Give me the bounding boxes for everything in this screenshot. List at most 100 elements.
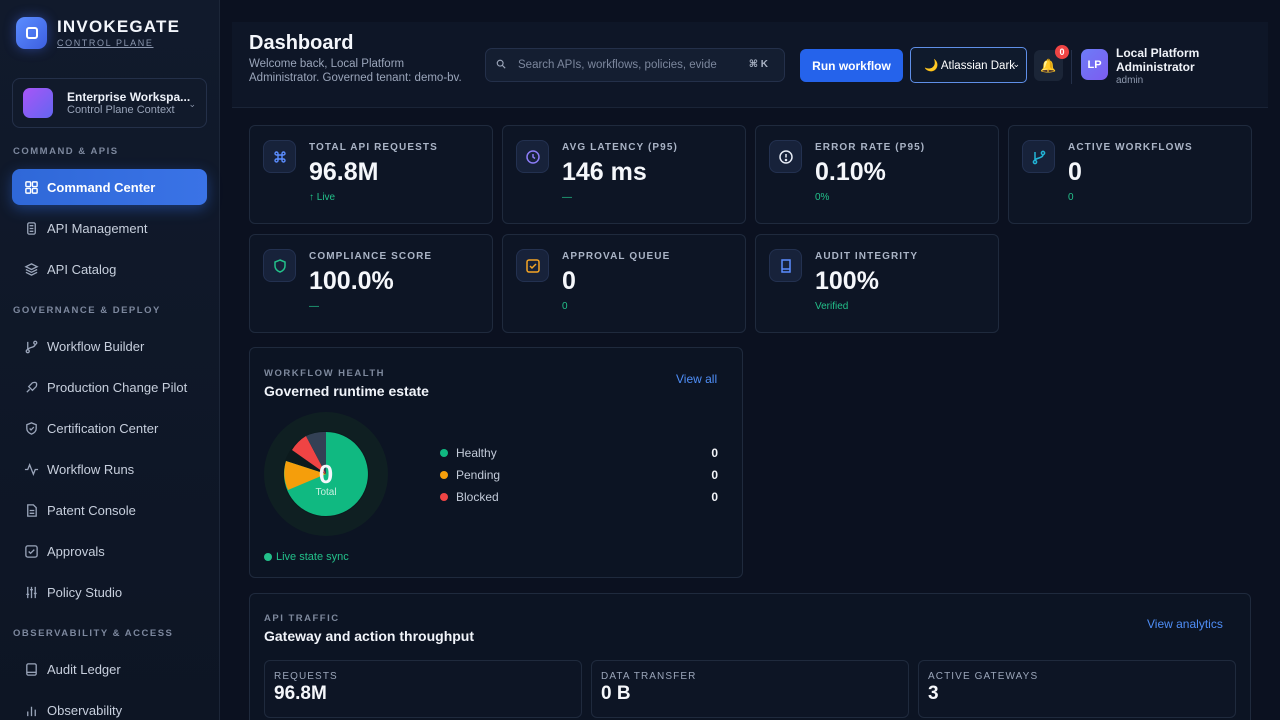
stat-card-compliance-score: COMPLIANCE SCORE 100.0% — (249, 234, 493, 333)
stat-sub: 0 (1068, 192, 1074, 203)
stat-label: TOTAL API REQUESTS (309, 142, 438, 153)
stat-label: ACTIVE WORKFLOWS (1068, 142, 1193, 153)
workflow-health-donut: 0 Total (264, 412, 388, 536)
sidebar-item-workflow-builder[interactable]: Workflow Builder (12, 328, 207, 364)
metric-card-requests: REQUESTS 96.8M (264, 660, 582, 718)
brand[interactable]: INVOKEGATE CONTROL PLANE (16, 17, 180, 49)
donut-slice-pending (284, 461, 326, 490)
book-icon (769, 249, 802, 282)
sidebar-item-certification-center[interactable]: Certification Center (12, 410, 207, 446)
stat-label: APPROVAL QUEUE (562, 251, 671, 262)
stat-card-total-api-requests: TOTAL API REQUESTS 96.8M ↑ Live (249, 125, 493, 224)
sidebar-item-label: Patent Console (47, 502, 136, 518)
donut-center-value: 0 (319, 459, 333, 489)
theme-select[interactable]: 🌙 Atlassian Dark ⌄ (910, 47, 1027, 83)
stat-value: 0 (1068, 158, 1082, 186)
sidebar-item-api-catalog[interactable]: API Catalog (12, 251, 207, 287)
command-icon (263, 140, 296, 173)
stat-card-avg-latency: AVG LATENCY (P95) 146 ms — (502, 125, 746, 224)
page-title: Dashboard (249, 32, 354, 54)
status-dot (264, 553, 272, 561)
donut-slice-blocked (292, 436, 326, 474)
legend-dot (440, 493, 448, 501)
sidebar-item-audit-ledger[interactable]: Audit Ledger (12, 651, 207, 687)
stat-value: 0.10% (815, 158, 886, 186)
metric-label: REQUESTS (274, 671, 338, 682)
sidebar-item-label: Approvals (47, 543, 105, 559)
welcome-text: Welcome back, Local Platform Administrat… (249, 58, 462, 84)
panel-eyebrow: WORKFLOW HEALTH (264, 368, 385, 379)
stat-value: 100% (815, 267, 879, 295)
api-icon (23, 220, 39, 236)
shield-icon (23, 420, 39, 436)
legend-item-pending: Pending 0 (440, 467, 730, 483)
view-all-link[interactable]: View all (676, 372, 718, 386)
live-sync-status: Live state sync (264, 551, 349, 563)
run-workflow-button[interactable]: Run workflow (800, 49, 903, 82)
panel-title: Gateway and action throughput (264, 628, 475, 644)
stat-card-approval-queue: APPROVAL QUEUE 0 0 (502, 234, 746, 333)
sidebar-item-label: Policy Studio (47, 584, 123, 600)
legend-dot (440, 471, 448, 479)
sidebar-item-approvals[interactable]: Approvals (12, 533, 207, 569)
stat-sub: ↑ Live (309, 192, 336, 203)
stat-sub: 0% (815, 192, 830, 203)
stat-sub: Verified (815, 301, 849, 312)
stat-sub: — (562, 192, 572, 203)
sidebar-item-workflow-runs[interactable]: Workflow Runs (12, 451, 207, 487)
chevron-down-icon: ⌄ (188, 99, 196, 109)
rocket-icon (23, 379, 39, 395)
sidebar-item-label: Workflow Builder (47, 338, 145, 354)
legend-value: 0 (711, 446, 718, 460)
alert-circle-icon (769, 140, 802, 173)
donut-slice-other (306, 431, 326, 474)
sidebar-item-command-center[interactable]: Command Center (12, 169, 207, 205)
stat-value: 0 (562, 267, 576, 295)
sidebar-item-policy-studio[interactable]: Policy Studio (12, 574, 207, 610)
metric-value: 96.8M (274, 683, 327, 704)
search-shortcut: ⌘ K (748, 59, 768, 70)
search-input[interactable]: Search APIs, workflows, policies, evide … (485, 48, 785, 82)
sliders-icon (23, 584, 39, 600)
legend-label: Blocked (456, 490, 499, 504)
stat-value: 96.8M (309, 158, 379, 186)
stat-label: AUDIT INTEGRITY (815, 251, 919, 262)
view-analytics-link[interactable]: View analytics (1147, 617, 1223, 631)
document-icon (23, 502, 39, 518)
workspace-switcher[interactable]: Enterprise Workspa... Control Plane Cont… (12, 78, 207, 128)
top-header: Dashboard Welcome back, Local Platform A… (232, 22, 1268, 108)
panel-title: Governed runtime estate (264, 383, 429, 399)
sidebar-item-observability[interactable]: Observability (12, 692, 207, 720)
sidebar-item-label: Certification Center (47, 420, 159, 436)
metric-label: DATA TRANSFER (601, 671, 697, 682)
workflow-health-panel: WORKFLOW HEALTH Governed runtime estate … (249, 347, 743, 578)
sidebar-item-label: Production Change Pilot (47, 379, 188, 395)
sidebar-item-api-management[interactable]: API Management (12, 210, 207, 246)
stat-value: 100.0% (309, 267, 394, 295)
brand-subtitle: CONTROL PLANE (57, 38, 154, 48)
header-divider (1071, 50, 1072, 84)
legend-value: 0 (711, 468, 718, 482)
search-placeholder: Search APIs, workflows, policies, evide (518, 59, 717, 71)
legend-item-healthy: Healthy 0 (440, 445, 730, 461)
donut-center-label: Total (315, 487, 336, 498)
workspace-avatar (23, 88, 53, 118)
user-name[interactable]: Local Platform Administrator (1116, 46, 1200, 74)
chevron-down-icon: ⌄ (1012, 59, 1020, 69)
bell-icon: 🔔 (1040, 57, 1057, 73)
sidebar-item-patent-console[interactable]: Patent Console (12, 492, 207, 528)
notifications-button[interactable]: 🔔 0 (1034, 45, 1069, 81)
metric-label: ACTIVE GATEWAYS (928, 671, 1039, 682)
check-square-icon (516, 249, 549, 282)
user-role: admin (1116, 75, 1144, 86)
legend-dot (440, 449, 448, 457)
stat-card-error-rate: ERROR RATE (P95) 0.10% 0% (755, 125, 999, 224)
legend-value: 0 (711, 490, 718, 504)
avatar[interactable]: LP (1081, 49, 1108, 80)
legend-label: Healthy (456, 446, 497, 460)
bar-chart-icon (23, 702, 39, 718)
api-traffic-panel: API TRAFFIC Gateway and action throughpu… (249, 593, 1251, 720)
sidebar-item-production-change-pilot[interactable]: Production Change Pilot (12, 369, 207, 405)
sidebar-item-label: API Catalog (47, 261, 117, 277)
legend-item-blocked: Blocked 0 (440, 489, 730, 505)
